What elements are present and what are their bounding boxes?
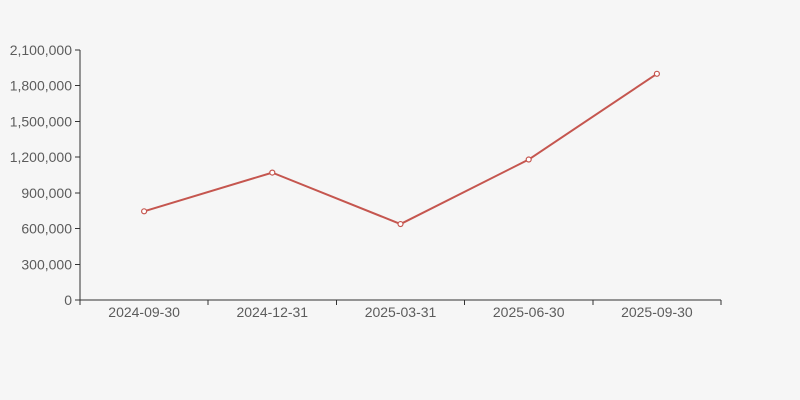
data-point-marker — [141, 208, 148, 215]
y-axis-tick-label: 300,000 — [21, 256, 72, 272]
x-axis-tick-label: 2025-09-30 — [621, 304, 693, 320]
y-axis-tick-label: 1,800,000 — [10, 78, 72, 94]
x-axis-tick-label: 2025-06-30 — [493, 304, 565, 320]
y-axis-tick-label: 1,200,000 — [10, 149, 72, 165]
y-axis-tick-label: 2,100,000 — [10, 42, 72, 58]
y-axis-tick-label: 0 — [64, 292, 72, 308]
data-point-marker — [397, 220, 404, 228]
y-axis-tick-label: 900,000 — [21, 185, 72, 201]
y-axis-tick-label: 600,000 — [21, 221, 72, 237]
data-series-line — [143, 72, 658, 226]
y-axis-tick-label: 1,500,000 — [10, 113, 72, 129]
x-axis-tick-label: 2024-12-31 — [236, 304, 308, 320]
x-axis-tick-label: 2025-03-31 — [365, 304, 437, 320]
data-point-marker — [653, 70, 661, 77]
x-axis-tick-label: 2024-09-30 — [108, 304, 180, 320]
data-point-marker — [269, 169, 276, 176]
data-point-marker — [525, 156, 532, 163]
